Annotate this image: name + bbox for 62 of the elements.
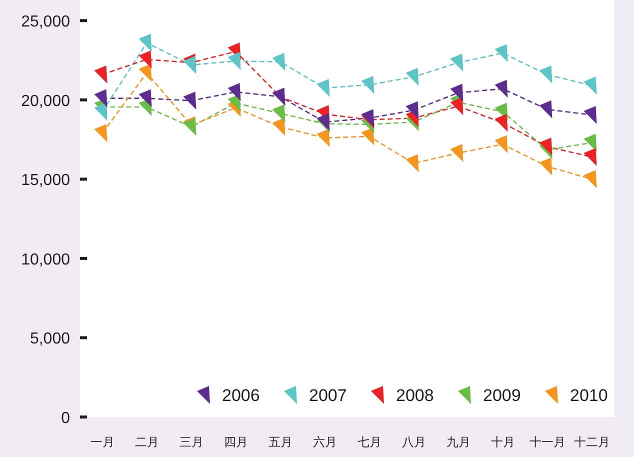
point: [539, 66, 552, 84]
point: [494, 44, 508, 62]
point: [584, 170, 597, 188]
y-tick-label: 15,000: [21, 172, 70, 190]
point: [94, 102, 108, 121]
point: [494, 135, 508, 154]
point: [138, 89, 152, 108]
point: [94, 89, 108, 108]
x-tick-label: 八月: [402, 435, 426, 449]
point: [272, 52, 286, 71]
point: [406, 154, 419, 172]
point: [183, 92, 196, 110]
legend-label: 2008: [396, 386, 434, 405]
point: [539, 157, 552, 176]
x-tick-label: 七月: [357, 435, 382, 449]
point: [584, 76, 597, 95]
point: [94, 66, 108, 84]
x-tick-label: 三月: [179, 435, 204, 449]
y-tick-label: 10,000: [21, 251, 70, 268]
point: [316, 79, 330, 97]
point: [94, 124, 108, 142]
point: [539, 100, 552, 118]
x-tick-label: 十一月: [529, 435, 566, 449]
point: [406, 68, 419, 86]
x-tick-label: 五月: [268, 435, 292, 449]
point: [138, 64, 152, 82]
y-tick-label: 25,000: [21, 14, 70, 31]
point: [584, 134, 597, 152]
legend-label: 2007: [309, 386, 347, 405]
point: [272, 118, 286, 136]
legend-label: 2009: [483, 386, 521, 405]
legend-label: 2010: [570, 386, 608, 405]
point: [272, 104, 286, 122]
x-tick-label: 十月: [490, 435, 515, 449]
point: [228, 82, 241, 101]
x-tick-label: 一月: [90, 435, 114, 449]
point: [450, 84, 464, 102]
point: [183, 56, 196, 74]
y-tick-label: 5,000: [30, 330, 70, 348]
point: [450, 54, 464, 72]
point: [406, 101, 419, 120]
point: [228, 52, 241, 70]
y-tick-label: 20,000: [21, 92, 70, 110]
legend-label: 2006: [222, 386, 260, 405]
x-tick-label: 四月: [224, 435, 248, 449]
point: [361, 76, 374, 94]
point: [584, 106, 597, 124]
x-tick-label: 十二月: [574, 435, 610, 449]
point: [450, 97, 464, 116]
point: [138, 50, 152, 68]
point: [316, 128, 330, 147]
point: [539, 138, 552, 156]
point: [361, 127, 374, 146]
point: [494, 114, 508, 132]
point: [584, 148, 597, 166]
x-tick-label: 六月: [312, 435, 337, 449]
point: [450, 144, 464, 162]
x-tick-label: 二月: [134, 435, 159, 449]
y-tick-label: 0: [61, 410, 70, 427]
point: [494, 80, 508, 98]
x-tick-label: 九月: [446, 435, 470, 449]
point: [138, 34, 152, 52]
